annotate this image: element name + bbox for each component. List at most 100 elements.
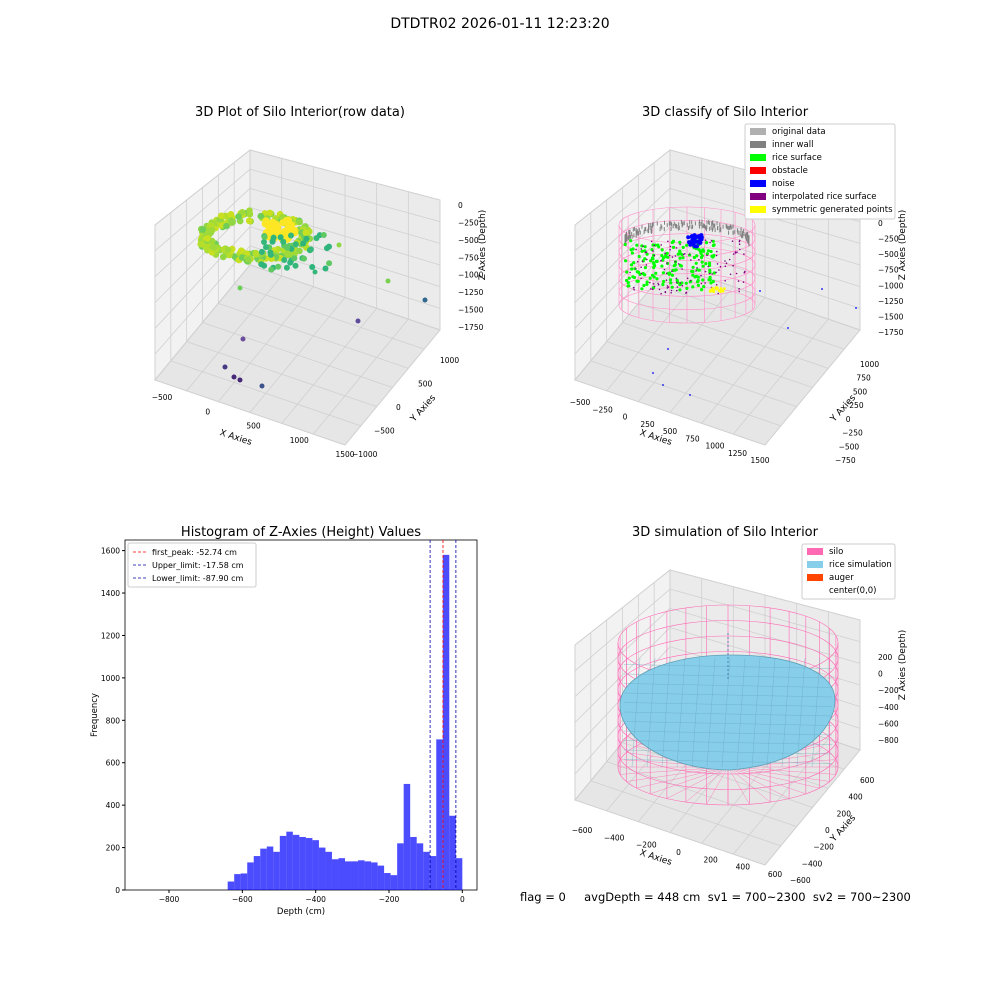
rice-surface-point [708, 268, 712, 272]
rice-surface-point [668, 278, 673, 282]
histogram-bar [397, 843, 404, 890]
symmetric-point [717, 289, 721, 292]
rice-surface-point [680, 281, 684, 285]
interpolated-point [660, 244, 662, 246]
noise-point [697, 241, 702, 245]
histogram-bar [260, 848, 267, 890]
x-tick-label: 500 [246, 422, 261, 431]
z-tick-label: 0 [458, 201, 463, 210]
x-tick-label: 0 [460, 895, 465, 904]
y-tick-label: 200 [106, 844, 121, 853]
rice-mesh [623, 657, 833, 768]
y-tick-label: 500 [418, 380, 433, 389]
legend-swatch [750, 154, 766, 161]
interpolated-point [738, 288, 740, 290]
rice-surface-point [641, 272, 645, 276]
interpolated-point [676, 289, 678, 292]
interpolated-point [658, 288, 661, 291]
data-point [259, 383, 265, 389]
data-point [217, 212, 225, 220]
mesh-line [623, 721, 833, 726]
rice-surface-point [695, 254, 699, 258]
histogram-bar [286, 831, 293, 890]
mesh-line [691, 657, 701, 768]
legend-label: noise [772, 179, 795, 189]
interpolated-point [731, 240, 734, 242]
interpolated-point [669, 245, 672, 248]
histogram-bar [318, 847, 326, 890]
rice-surface-point [701, 278, 705, 282]
interpolated-point [739, 248, 741, 251]
rice-surface-point [645, 280, 649, 284]
histogram-bar [371, 862, 378, 890]
x-tick-label: −800 [159, 895, 180, 904]
mesh-line [661, 657, 671, 768]
mesh-line [676, 657, 686, 768]
grid-line [154, 264, 251, 381]
interpolated-point [738, 243, 741, 245]
rice-surface-point [678, 251, 682, 255]
y-tick-label: 0 [846, 415, 851, 424]
y-tick-label: −500 [374, 427, 395, 436]
rice-surface-point [662, 279, 666, 284]
interpolated-point [716, 250, 718, 253]
histogram-bar [377, 865, 385, 890]
interpolated-point [737, 280, 740, 282]
silo-floor-spoke [727, 766, 830, 782]
x-tick-label: −200 [636, 841, 657, 850]
histogram-bar [253, 856, 261, 890]
legend-label: rice simulation [829, 560, 892, 570]
rice-surface-point [660, 253, 664, 258]
data-point [244, 256, 252, 263]
y-tick-label: 1000 [860, 360, 879, 369]
data-point [263, 244, 269, 251]
histogram-bar [292, 834, 300, 890]
figure-title: DTDTR02 2026-01-11 12:23:20 [390, 16, 610, 32]
interpolated-point [724, 265, 727, 267]
data-point [301, 255, 307, 262]
rice-surface-point [702, 285, 706, 289]
interpolated-point [645, 251, 648, 253]
data-point [231, 253, 238, 260]
symmetric-point [708, 290, 712, 293]
data-point [303, 235, 310, 242]
mesh-line [706, 657, 716, 768]
interpolated-point [660, 292, 662, 295]
legend-label: interpolated rice surface [772, 192, 877, 202]
noise-point [759, 290, 761, 292]
data-point [290, 226, 298, 234]
z-tick-label: −400 [878, 703, 899, 712]
x-tick-label: 1000 [290, 436, 309, 445]
interpolated-point [716, 263, 719, 265]
y-tick-label: 600 [860, 776, 875, 785]
data-point [336, 242, 342, 248]
interpolated-point [681, 284, 684, 287]
y-tick-label: 400 [848, 793, 863, 802]
x-tick-label: 1250 [728, 449, 747, 458]
mesh-line [623, 749, 833, 755]
data-point [287, 259, 294, 266]
y-tick-label: 0 [115, 886, 120, 895]
data-point [422, 297, 428, 303]
data-point [312, 269, 318, 275]
rice-surface-point [704, 241, 709, 245]
interpolated-point [640, 266, 642, 268]
data-point [282, 232, 290, 240]
data-point [240, 336, 246, 342]
rice-surface-point [700, 260, 704, 264]
x-tick-label: −500 [570, 398, 591, 407]
x-axis-label: X Axies [218, 428, 253, 448]
grid-line [654, 283, 845, 350]
data-point [283, 264, 290, 271]
interpolated-point [725, 262, 728, 264]
silo-floor-spoke [727, 766, 806, 795]
interpolated-point [670, 289, 673, 292]
interpolated-point [704, 239, 707, 241]
histogram-bar [358, 860, 365, 890]
interpolated-point [653, 285, 656, 288]
interpolated-point [666, 287, 669, 289]
histogram-bar [338, 858, 345, 890]
data-point [302, 229, 310, 236]
data-point [322, 265, 329, 272]
z-tick-label: −1750 [878, 328, 904, 337]
